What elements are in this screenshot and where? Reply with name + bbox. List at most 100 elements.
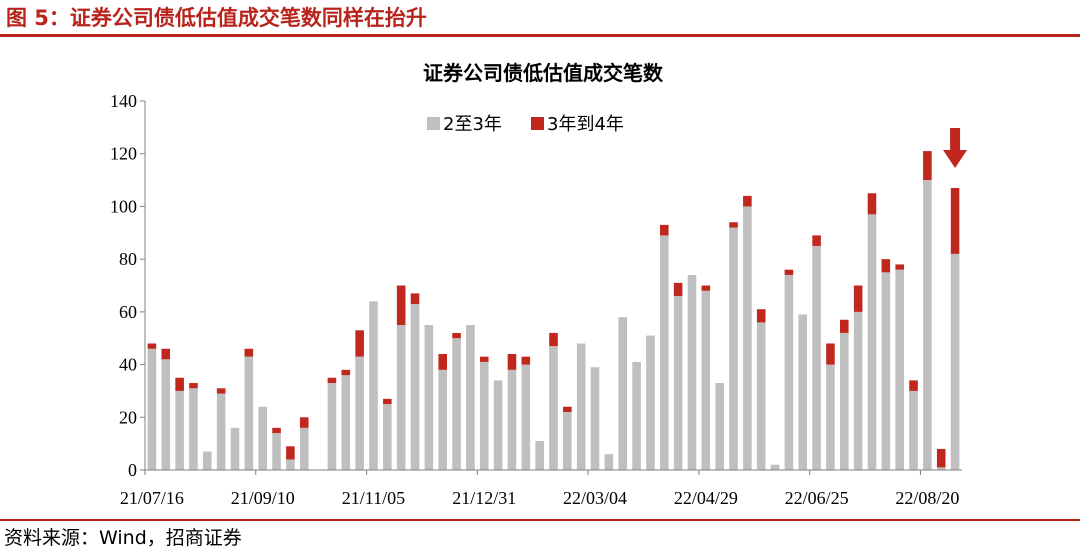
- bar-3-4: [479, 356, 489, 362]
- bar-2-3: [286, 459, 295, 470]
- y-tick-label: 100: [110, 196, 137, 216]
- bar-3-4: [216, 388, 226, 394]
- bar-2-3: [604, 454, 614, 470]
- bar-2-3: [909, 390, 918, 470]
- bar-3-4: [812, 235, 821, 246]
- bar-3-4: [147, 343, 157, 349]
- bar-3-4: [563, 406, 572, 413]
- bar-2-3: [895, 269, 904, 470]
- bar-3-4: [327, 377, 337, 384]
- x-tick-label: 22/06/25: [785, 488, 849, 508]
- y-tick-label: 20: [119, 407, 137, 427]
- bar-2-3: [784, 274, 794, 470]
- bar-3-4: [452, 332, 461, 339]
- x-tick-label: 21/12/31: [452, 488, 516, 508]
- bar-2-3: [812, 245, 821, 470]
- bar-3-4: [743, 195, 752, 207]
- bar-2-3: [383, 404, 392, 470]
- bar-3-4: [383, 398, 392, 405]
- bar-3-4: [923, 151, 932, 181]
- bar-2-3: [715, 383, 724, 470]
- y-tick-label: 120: [110, 144, 137, 164]
- x-tick-label: 22/08/20: [895, 488, 959, 508]
- bar-2-3: [493, 380, 503, 470]
- bar-3-4: [396, 285, 406, 326]
- bar-2-3: [452, 338, 461, 470]
- bar-2-3: [479, 361, 489, 470]
- bar-3-4: [909, 380, 918, 391]
- bar-2-3: [230, 427, 240, 470]
- bar-3-4: [673, 282, 683, 297]
- bar-3-4: [299, 417, 309, 428]
- bar-2-3: [355, 356, 364, 470]
- bar-2-3: [881, 272, 891, 470]
- header-rule: [0, 34, 1080, 37]
- bar-3-4: [272, 427, 281, 434]
- bar-2-3: [673, 296, 683, 470]
- bar-2-3: [521, 364, 531, 470]
- bar-2-3: [189, 388, 198, 470]
- arrow-head: [943, 150, 968, 168]
- bar-3-4: [895, 264, 904, 270]
- x-tick-label: 22/03/04: [563, 488, 627, 508]
- bar-2-3: [549, 346, 558, 470]
- bar-2-3: [687, 274, 697, 470]
- chart: 证券公司债低估值成交笔数 2至3年 3年到4年 0 20 40 60 80 100 120 1…: [110, 61, 968, 508]
- bar-2-3: [341, 375, 351, 470]
- x-tick-label: 22/04/29: [674, 488, 738, 508]
- y-tick-label: 0: [128, 460, 137, 480]
- bar-2-3: [701, 290, 711, 470]
- bar-2-3: [244, 356, 254, 470]
- bar-2-3: [161, 359, 171, 470]
- figure-header: 图 5：证券公司债低估值成交笔数同样在抬升: [0, 0, 1080, 40]
- arrow-shaft: [950, 128, 961, 150]
- legend-label-2-3: 2至3年: [443, 114, 502, 135]
- bar-3-4: [701, 285, 711, 291]
- bar-3-4: [950, 187, 960, 254]
- bar-3-4: [341, 369, 351, 376]
- bar-2-3: [563, 412, 572, 470]
- down-arrow-annotation: [943, 128, 968, 168]
- bar-3-4: [729, 222, 738, 228]
- bar-2-3: [203, 451, 212, 470]
- bar-3-4: [549, 332, 558, 347]
- bar-3-4: [438, 354, 448, 370]
- bar-3-4: [881, 259, 891, 273]
- y-axis: 0 20 40 60 80 100 120 140: [110, 91, 146, 480]
- bar-2-3: [756, 322, 766, 470]
- y-tick-label: 80: [119, 249, 137, 269]
- bar-2-3: [466, 325, 475, 470]
- bar-2-3: [175, 390, 184, 470]
- bar-2-3: [729, 227, 738, 470]
- bar-2-3: [535, 441, 544, 470]
- bar-2-3: [770, 464, 780, 470]
- bar-3-4: [936, 448, 946, 468]
- bar-2-3: [659, 235, 669, 470]
- bar-2-3: [258, 406, 267, 470]
- bar-3-4: [507, 354, 517, 370]
- bar-2-3: [424, 325, 434, 470]
- bar-3-4: [244, 348, 254, 357]
- bar-2-3: [272, 433, 281, 470]
- bar-2-3: [618, 317, 628, 470]
- bar-2-3: [410, 303, 420, 470]
- legend-swatch-3-4: [531, 117, 544, 130]
- bar-2-3: [853, 311, 863, 470]
- bar-2-3: [840, 332, 849, 470]
- bars: [147, 151, 960, 471]
- bar-3-4: [161, 348, 171, 360]
- bar-3-4: [189, 383, 198, 389]
- bar-2-3: [798, 314, 808, 470]
- bar-2-3: [396, 325, 406, 470]
- footer-rule: [0, 519, 1080, 521]
- bar-3-4: [826, 343, 835, 365]
- x-axis: 21/07/16 21/09/10 21/11/05 21/12/31 22/03/04…: [120, 469, 962, 508]
- bar-2-3: [576, 343, 586, 470]
- legend-swatch-2-3: [427, 117, 440, 130]
- bar-3-4: [853, 285, 863, 312]
- bar-2-3: [369, 301, 378, 470]
- bar-2-3: [826, 364, 835, 470]
- chart-title: 证券公司债低估值成交笔数: [423, 61, 664, 85]
- x-tick-label: 21/07/16: [120, 488, 184, 508]
- bar-2-3: [632, 361, 641, 470]
